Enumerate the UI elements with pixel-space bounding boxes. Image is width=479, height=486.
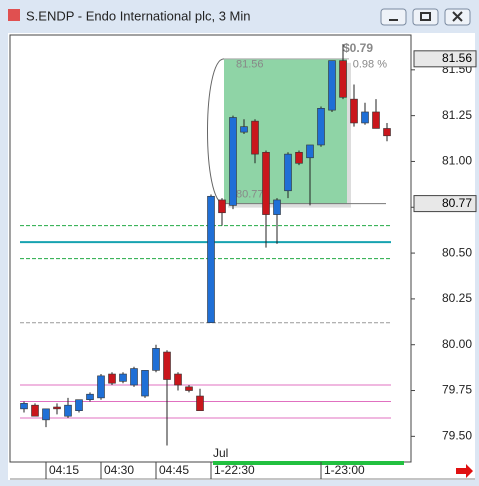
- candle-body: [20, 403, 28, 410]
- candle-body: [350, 98, 358, 124]
- app-icon: [8, 9, 20, 21]
- y-tick-label: 80.25: [442, 291, 472, 305]
- y-tick-label: 79.75: [442, 383, 472, 397]
- candle-body: [251, 120, 259, 155]
- candle-body: [174, 373, 182, 386]
- candle-body: [284, 153, 292, 192]
- candle-body: [317, 108, 325, 146]
- candle-body: [372, 111, 380, 129]
- measure-bracket: [207, 58, 225, 205]
- price-label-box: [413, 195, 477, 213]
- x-tick-label: 04:30: [104, 463, 134, 477]
- candle-body: [64, 404, 72, 417]
- x-tick-label: 1-23:00: [324, 463, 365, 477]
- candle-body: [240, 126, 248, 133]
- candle-body: [306, 144, 314, 159]
- candle-body: [328, 60, 336, 111]
- candle-body: [42, 408, 50, 421]
- candle-body: [31, 404, 39, 417]
- icon: [420, 12, 431, 21]
- candle-body: [207, 195, 215, 324]
- window-buttons[interactable]: [380, 8, 471, 26]
- session-bar: [213, 461, 404, 465]
- candle-body: [229, 117, 237, 206]
- candle-body: [185, 386, 193, 391]
- minimize-button[interactable]: [380, 8, 407, 26]
- y-tick-label: 80.00: [442, 337, 472, 351]
- measure-low-label: 80.77: [236, 189, 264, 201]
- price-label-box: [413, 50, 477, 68]
- scroll-arrow[interactable]: [456, 464, 473, 478]
- month-label: Jul: [213, 446, 228, 460]
- measure-high-label: 81.56: [236, 59, 264, 71]
- icon: [452, 11, 463, 22]
- y-tick-label: 81.00: [442, 154, 472, 168]
- candle-body: [218, 199, 226, 214]
- candle-body: [383, 128, 391, 137]
- candle-body: [262, 151, 270, 215]
- candle-body: [339, 60, 347, 98]
- measure-percent: 0.98 %: [353, 59, 387, 71]
- candle-body: [152, 348, 160, 371]
- candle-body: [53, 406, 61, 410]
- price-label: 81.56: [442, 51, 472, 65]
- candle-body: [119, 373, 127, 382]
- x-tick-label: 04:45: [159, 463, 189, 477]
- candle-body: [196, 395, 204, 411]
- candle-body: [273, 199, 281, 215]
- window-title: S.ENDP - Endo International plc, 3 Min: [26, 8, 251, 23]
- candle-body: [86, 393, 94, 400]
- candle-body: [130, 368, 138, 386]
- candle-body: [295, 151, 303, 164]
- measure-change: $0.79: [343, 41, 373, 55]
- y-tick-label: 79.50: [442, 429, 472, 443]
- x-tick-label: 1-22:30: [214, 463, 255, 477]
- candle-body: [108, 373, 116, 384]
- x-tick-label: 04:15: [49, 463, 79, 477]
- candle-body: [75, 399, 83, 411]
- maximize-button[interactable]: [412, 8, 439, 26]
- candle-body: [163, 351, 171, 380]
- candle-body: [361, 111, 369, 124]
- y-tick-label: 80.50: [442, 245, 472, 259]
- price-label: 80.77: [442, 196, 472, 210]
- y-tick-label: 81.25: [442, 108, 472, 122]
- candle-body: [141, 370, 149, 397]
- candle-body: [97, 375, 105, 399]
